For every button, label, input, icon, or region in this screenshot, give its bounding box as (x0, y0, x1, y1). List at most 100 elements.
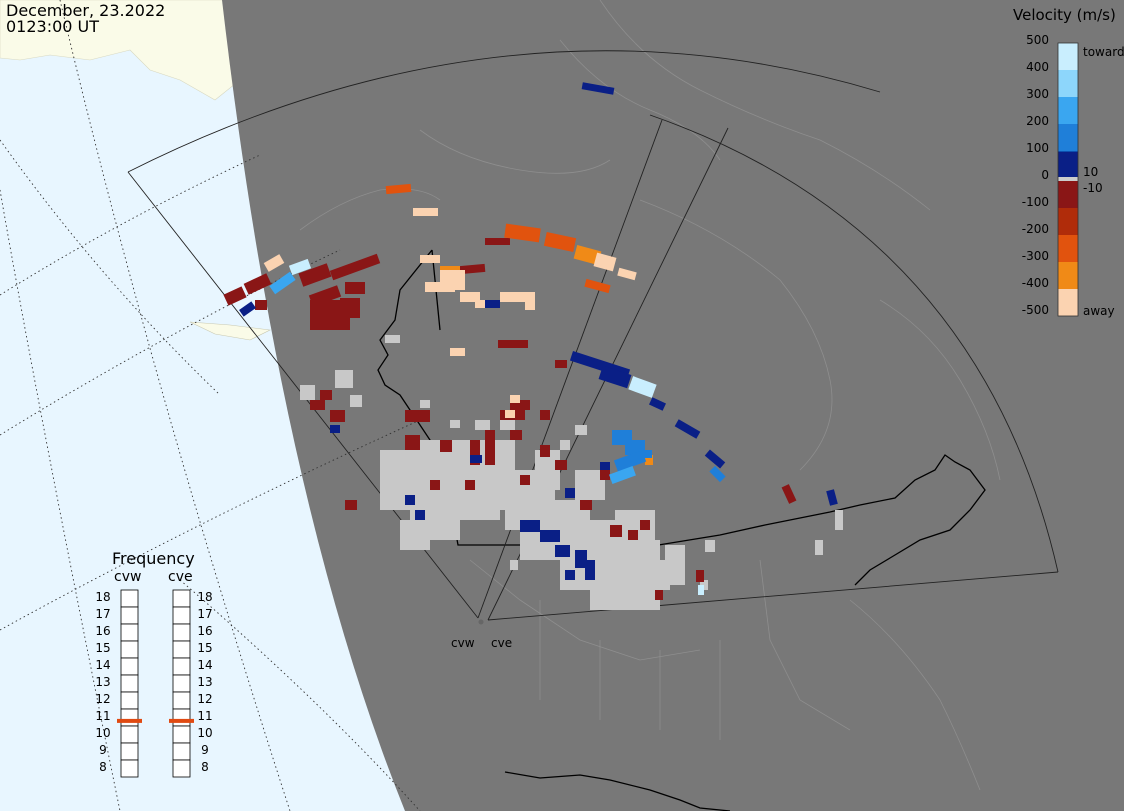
velocity-cell (320, 390, 332, 400)
site-label-cve: cve (491, 636, 513, 650)
legend-tick: 100 (1026, 141, 1049, 155)
frequency-gauge-cell (172, 640, 191, 659)
frequency-scale-label: 10 (95, 726, 111, 740)
frequency-scale-label: 12 (95, 692, 111, 706)
frequency-gauge-cell (120, 657, 139, 676)
velocity-cell (565, 570, 575, 580)
velocity-cell (475, 300, 487, 308)
velocity-cell (835, 510, 843, 530)
velocity-cell (385, 335, 400, 343)
velocity-cell (781, 484, 797, 504)
legend-pos-threshold: 10 (1083, 165, 1099, 179)
velocity-cell (350, 395, 362, 407)
colorbar-segment (1058, 262, 1078, 289)
legend-tick: 300 (1026, 87, 1049, 101)
frequency-scale-label: 16 (95, 624, 111, 638)
frequency-scale-label: 11 (197, 709, 213, 723)
frequency-scale-label: 14 (95, 658, 111, 672)
velocity-cell (826, 489, 838, 506)
frequency-scale-label: 18 (197, 590, 213, 604)
velocity-cell (405, 410, 430, 422)
velocity-cell (450, 420, 460, 428)
frequency-gauge-cell (120, 640, 139, 659)
velocity-cell (243, 273, 272, 295)
frequency-scale-label: 18 (95, 590, 111, 604)
frequency-gauge-cell (172, 674, 191, 693)
velocity-cell (298, 263, 332, 287)
velocity-cell (500, 420, 515, 430)
velocity-cell (498, 340, 528, 348)
velocity-cell (329, 253, 381, 281)
legend-tick: -300 (1021, 249, 1049, 263)
velocity-cell (593, 252, 617, 272)
velocity-cell (575, 425, 587, 435)
velocity-legend-title: Velocity (m/s) (1013, 6, 1116, 24)
legend-tick: -200 (1021, 222, 1049, 236)
graticule (0, 0, 421, 811)
frequency-gauge-cell (172, 606, 191, 625)
velocity-cell (649, 397, 666, 411)
velocity-cell (555, 545, 570, 557)
velocity-cell (300, 385, 315, 400)
velocity-cell (485, 430, 495, 465)
frequency-marker (169, 718, 194, 723)
colorbar-segment (1058, 235, 1078, 262)
legend-toward-label: toward (1083, 45, 1124, 59)
date-label: December, 23.2022 (6, 1, 166, 20)
frequency-gauge-cell (172, 708, 191, 727)
velocity-cell (600, 470, 610, 480)
radar-label-cve: cve (168, 569, 193, 585)
velocity-cell (704, 449, 726, 469)
velocity-cell (500, 292, 535, 302)
colorbar-segment (1058, 177, 1078, 181)
frequency-gauge-cell (172, 623, 191, 642)
frequency-scale-label: 9 (201, 743, 209, 757)
frequency-scale-label: 13 (197, 675, 213, 689)
velocity-cell (470, 500, 500, 520)
fov-cve-arc (649, 114, 1059, 573)
velocity-cell (581, 82, 615, 95)
velocity-cell (640, 520, 650, 530)
velocity-cell (485, 238, 510, 245)
velocity-cell (609, 466, 636, 484)
frequency-gauge-cell (120, 759, 139, 778)
frequency-gauge-cell (172, 691, 191, 710)
fov-cvw-arc (127, 50, 881, 173)
aleutian-arc (189, 321, 272, 341)
velocity-cell (345, 282, 365, 294)
velocity-cell (610, 525, 622, 537)
frequency-gauge-cell (120, 708, 139, 727)
velocity-cell (430, 510, 460, 540)
velocity-cell (600, 580, 640, 610)
velocity-cell (345, 500, 357, 510)
frequency-gauge-cell (120, 725, 139, 744)
frequency-marker (117, 718, 142, 723)
velocity-cell (255, 300, 267, 310)
frequency-scale-label: 15 (95, 641, 111, 655)
velocity-cell (485, 300, 500, 308)
frequency-scale-label: 17 (197, 607, 213, 621)
colorbar-segment (1058, 124, 1078, 151)
velocity-cell (400, 520, 430, 550)
velocity-cell (335, 370, 353, 388)
colorbar-frame (1057, 42, 1079, 317)
velocity-cell (565, 488, 575, 498)
velocity-cell (430, 480, 440, 490)
velocity-cell (510, 400, 530, 410)
velocity-cell (330, 410, 345, 422)
velocity-cell (510, 430, 522, 440)
velocity-cell (520, 475, 530, 485)
velocity-cell (628, 530, 638, 540)
velocity-cell (470, 440, 480, 465)
frequency-gauge-cell (120, 589, 139, 608)
frequency-gauge-cell (172, 742, 191, 761)
frequency-gauge-cell (120, 623, 139, 642)
velocity-cell (573, 245, 602, 265)
velocity-cell (696, 570, 704, 582)
frequency-scale-label: 8 (99, 760, 107, 774)
velocity-cell (555, 360, 567, 368)
velocity-cell (655, 590, 663, 600)
frequency-scale-label: 11 (95, 709, 111, 723)
velocity-cell (413, 208, 438, 216)
